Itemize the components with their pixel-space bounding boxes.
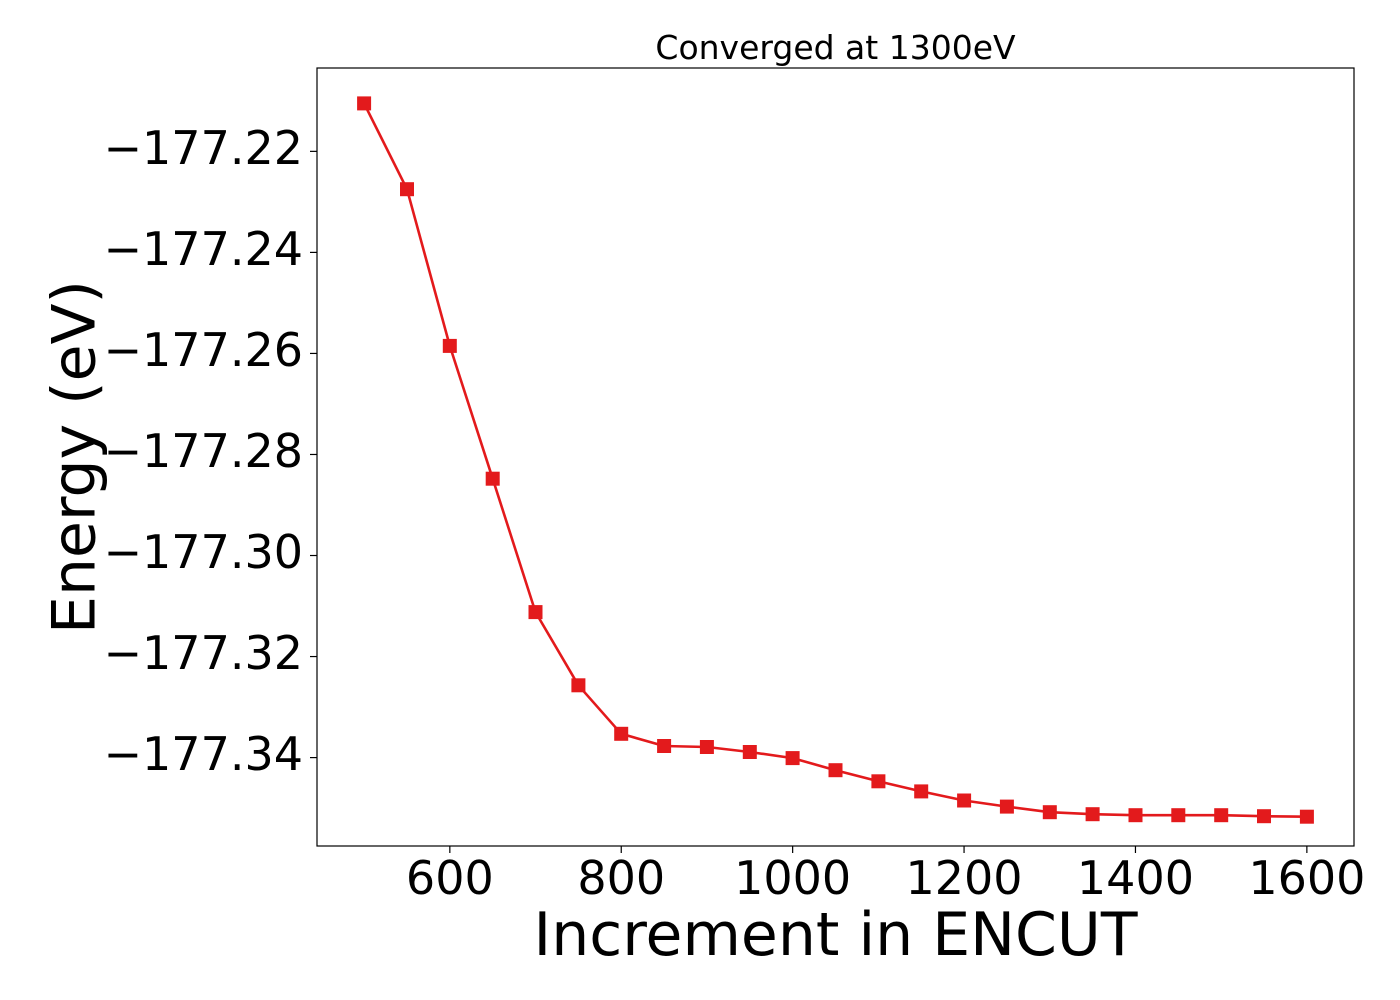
x-tick-label: 1400 bbox=[1077, 851, 1194, 905]
y-tick-label: −177.34 bbox=[104, 727, 304, 781]
data-point-marker bbox=[1214, 808, 1229, 823]
y-tick-label: −177.28 bbox=[104, 424, 304, 478]
data-point-marker bbox=[657, 739, 672, 753]
data-point-marker bbox=[400, 182, 414, 197]
data-point-marker bbox=[785, 751, 800, 766]
series-layer bbox=[357, 96, 1314, 824]
data-point-marker bbox=[742, 745, 757, 759]
x-tick-label: 1600 bbox=[1248, 851, 1365, 905]
series-line bbox=[362, 102, 1307, 818]
x-tick-label: 1200 bbox=[906, 851, 1023, 905]
chart-title: Converged at 1300eV bbox=[655, 28, 1016, 67]
y-tick-label: −177.32 bbox=[104, 626, 304, 680]
y-tick-label: −177.22 bbox=[104, 121, 304, 175]
x-tick-label: 800 bbox=[577, 851, 665, 905]
data-point-marker bbox=[1128, 808, 1143, 823]
data-point-marker bbox=[1085, 807, 1100, 822]
x-tick-label: 1000 bbox=[734, 851, 851, 905]
data-point-marker bbox=[442, 338, 457, 353]
y-tick-label: −177.26 bbox=[104, 323, 304, 377]
data-point-marker bbox=[957, 793, 972, 808]
x-axis-ticks: 600 800 1000 1200 1400 1600 bbox=[406, 846, 1365, 905]
data-point-marker bbox=[1171, 808, 1186, 823]
x-tick-label: 600 bbox=[406, 851, 494, 905]
y-tick-label: −177.30 bbox=[104, 525, 304, 579]
data-point-marker bbox=[571, 678, 586, 693]
data-point-marker bbox=[699, 740, 714, 754]
data-point-marker bbox=[485, 471, 500, 486]
data-point-marker bbox=[1257, 809, 1271, 824]
data-point-marker bbox=[828, 763, 843, 778]
data-point-marker bbox=[1042, 805, 1057, 820]
x-axis-title: Increment in ENCUT bbox=[534, 900, 1138, 970]
data-point-marker bbox=[871, 774, 886, 789]
y-axis-ticks: −177.22 −177.24 −177.26 −177.28 −177.30 −177.… bbox=[104, 121, 317, 781]
data-point-marker bbox=[999, 799, 1014, 814]
data-point-marker bbox=[614, 726, 629, 741]
plot-area-frame bbox=[316, 67, 1355, 847]
y-axis-title: Energy (eV) bbox=[40, 280, 110, 634]
data-point-marker bbox=[528, 605, 543, 620]
data-point-marker bbox=[357, 96, 372, 111]
data-point-marker bbox=[1299, 809, 1314, 824]
data-point-marker bbox=[914, 784, 929, 799]
y-tick-label: −177.24 bbox=[104, 222, 304, 276]
